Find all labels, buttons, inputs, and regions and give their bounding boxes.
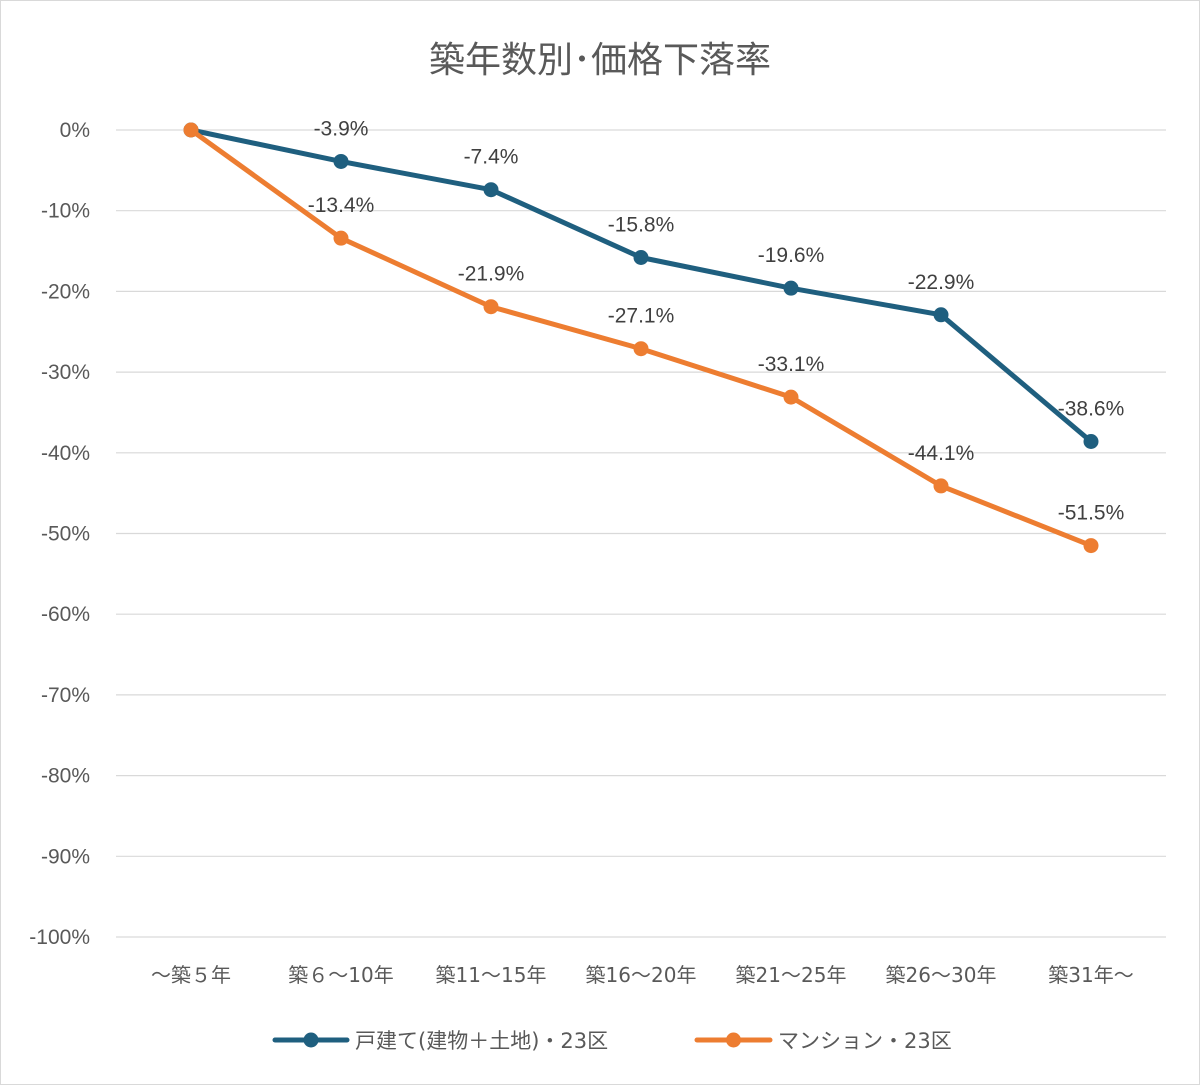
data-label: -33.1%: [758, 353, 825, 376]
data-label: -19.6%: [758, 244, 825, 267]
y-tick-label: -100%: [29, 926, 90, 949]
data-point: [933, 307, 949, 323]
data-point: [783, 280, 799, 296]
data-label: -21.9%: [458, 263, 525, 286]
y-axis-ticks: 0% -10% -20% -30% -40% -50% -60% -70% -80% -90% -1…: [29, 119, 90, 949]
y-tick-label: -30%: [41, 361, 90, 384]
data-label: -15.8%: [608, 214, 675, 237]
data-point: [1083, 538, 1099, 554]
y-tick-label: -20%: [41, 280, 90, 303]
x-category-label: 築６～10年: [288, 963, 393, 987]
x-category-label: ～築５年: [151, 963, 231, 987]
data-point: [633, 341, 649, 357]
x-axis-categories: ～築５年 築６～10年 築11～15年 築16～20年 築21～25年 築26～30年 築3…: [151, 963, 1134, 987]
data-label: -51.5%: [1058, 502, 1125, 525]
legend: 戸建て(建物＋土地)・23区 マンション・23区: [272, 1029, 952, 1053]
y-tick-label: 0%: [60, 119, 90, 142]
data-point: [633, 250, 649, 266]
chart-title: 築年数別･価格下落率: [429, 40, 771, 81]
y-tick-label: -60%: [41, 603, 90, 626]
data-label: -44.1%: [908, 442, 975, 465]
legend-item: マンション・23区: [694, 1029, 952, 1053]
series-2: [183, 122, 1099, 554]
y-tick-label: -70%: [41, 684, 90, 707]
data-labels: -3.9% -7.4% -15.8% -19.6% -22.9% -38.6% -13.4%…: [308, 117, 1125, 524]
data-point: [333, 230, 349, 246]
y-tick-label: -80%: [41, 765, 90, 788]
data-label: -3.9%: [314, 117, 369, 140]
legend-label: 戸建て(建物＋土地)・23区: [355, 1029, 608, 1053]
legend-swatch-marker: [303, 1032, 319, 1048]
data-point: [333, 153, 349, 169]
data-label: -27.1%: [608, 305, 675, 328]
legend-item: 戸建て(建物＋土地)・23区: [272, 1029, 608, 1053]
y-tick-label: -50%: [41, 523, 90, 546]
data-point: [1083, 434, 1099, 450]
series-line: [188, 127, 1094, 549]
y-tick-label: -40%: [41, 442, 90, 465]
data-label: -13.4%: [308, 194, 375, 217]
gridlines: [116, 129, 1166, 938]
data-label: -22.9%: [908, 271, 975, 294]
x-category-label: 築11～15年: [436, 963, 547, 987]
legend-label: マンション・23区: [778, 1029, 952, 1053]
series-lines: [183, 122, 1099, 554]
y-tick-label: -90%: [41, 845, 90, 868]
data-point: [483, 299, 499, 315]
data-label: -38.6%: [1058, 398, 1125, 421]
x-category-label: 築16～20年: [586, 963, 697, 987]
x-category-label: 築21～25年: [736, 963, 847, 987]
data-point: [483, 182, 499, 198]
x-category-label: 築26～30年: [886, 963, 997, 987]
legend-swatch-marker: [726, 1032, 741, 1048]
data-point: [183, 122, 199, 138]
y-tick-label: -10%: [41, 200, 90, 223]
data-point: [933, 478, 949, 494]
x-category-label: 築31年～: [1048, 963, 1133, 987]
data-label: -7.4%: [464, 146, 519, 169]
data-point: [783, 389, 799, 405]
